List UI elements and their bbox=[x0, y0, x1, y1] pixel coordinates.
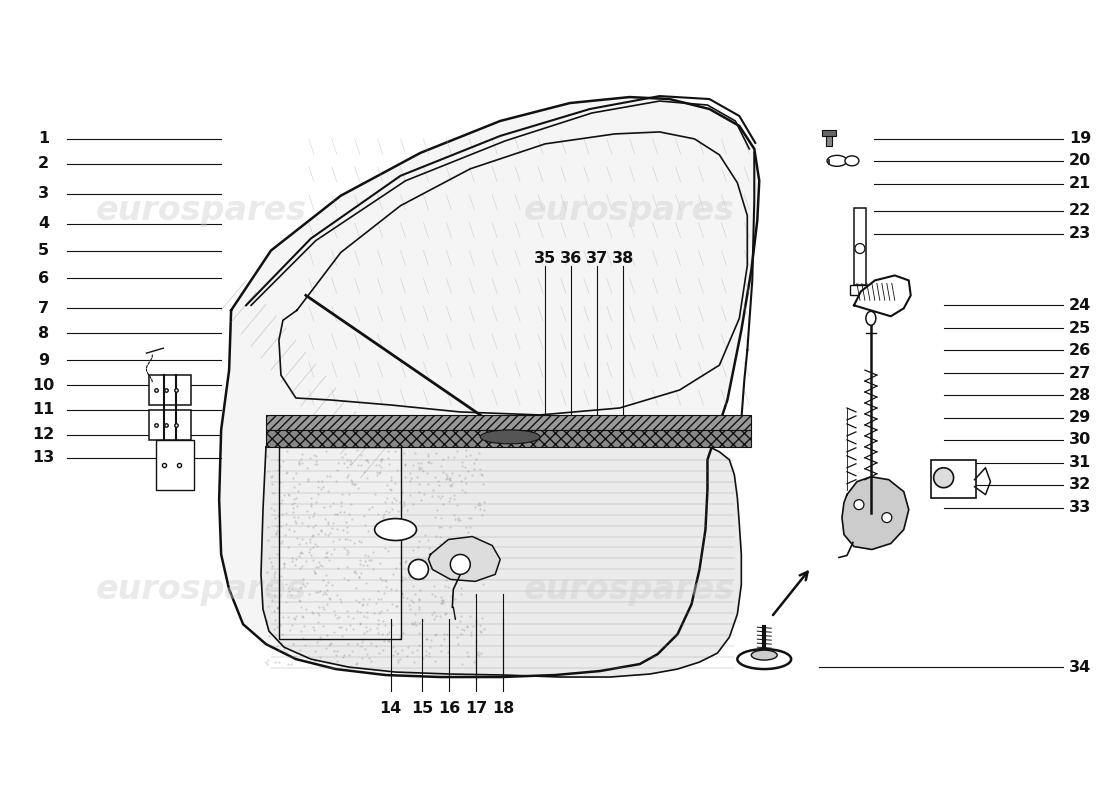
Text: 15: 15 bbox=[411, 702, 433, 717]
Text: 37: 37 bbox=[585, 251, 608, 266]
Bar bbox=[266, 430, 751, 447]
Text: 13: 13 bbox=[33, 450, 55, 466]
Text: 18: 18 bbox=[492, 702, 515, 717]
Bar bbox=[850, 286, 872, 295]
Bar bbox=[150, 410, 191, 440]
Bar bbox=[156, 440, 195, 490]
Ellipse shape bbox=[737, 649, 791, 669]
Text: 10: 10 bbox=[33, 378, 55, 393]
Circle shape bbox=[854, 500, 864, 510]
Text: 28: 28 bbox=[1069, 387, 1091, 402]
Text: 35: 35 bbox=[534, 251, 557, 266]
Text: 7: 7 bbox=[39, 301, 50, 316]
Bar bbox=[266, 415, 751, 430]
Circle shape bbox=[882, 513, 892, 522]
Text: 24: 24 bbox=[1069, 298, 1091, 313]
Text: 2: 2 bbox=[39, 156, 50, 171]
Text: 23: 23 bbox=[1069, 226, 1091, 241]
Text: 1: 1 bbox=[39, 131, 50, 146]
Text: 11: 11 bbox=[33, 402, 55, 418]
Text: 8: 8 bbox=[39, 326, 50, 341]
Text: 6: 6 bbox=[39, 271, 50, 286]
Text: 29: 29 bbox=[1069, 410, 1091, 426]
Ellipse shape bbox=[481, 430, 540, 444]
Text: eurospares: eurospares bbox=[525, 194, 735, 227]
Ellipse shape bbox=[751, 650, 778, 660]
Text: 26: 26 bbox=[1069, 342, 1091, 358]
Text: 9: 9 bbox=[39, 353, 50, 368]
Text: 5: 5 bbox=[39, 243, 50, 258]
Polygon shape bbox=[842, 477, 909, 550]
Text: eurospares: eurospares bbox=[96, 194, 307, 227]
Text: 30: 30 bbox=[1069, 432, 1091, 447]
Polygon shape bbox=[261, 447, 741, 677]
Ellipse shape bbox=[845, 156, 859, 166]
Text: 4: 4 bbox=[39, 216, 50, 231]
Text: eurospares: eurospares bbox=[525, 573, 735, 606]
Text: eurospares: eurospares bbox=[96, 573, 307, 606]
Circle shape bbox=[934, 468, 954, 488]
Text: 12: 12 bbox=[33, 427, 55, 442]
Text: 33: 33 bbox=[1069, 500, 1091, 515]
Text: 20: 20 bbox=[1069, 154, 1091, 168]
Ellipse shape bbox=[866, 311, 876, 326]
Polygon shape bbox=[279, 447, 400, 639]
Text: 22: 22 bbox=[1069, 203, 1091, 218]
Text: 21: 21 bbox=[1069, 176, 1091, 191]
Polygon shape bbox=[428, 537, 501, 582]
Bar bbox=[822, 130, 836, 136]
Text: 32: 32 bbox=[1069, 478, 1091, 492]
Text: 14: 14 bbox=[379, 702, 401, 717]
Bar bbox=[854, 208, 866, 286]
Text: 38: 38 bbox=[612, 251, 634, 266]
Text: 36: 36 bbox=[560, 251, 582, 266]
Text: 34: 34 bbox=[1069, 659, 1091, 674]
Circle shape bbox=[450, 554, 471, 574]
Ellipse shape bbox=[375, 518, 417, 541]
Text: 25: 25 bbox=[1069, 321, 1091, 336]
Bar bbox=[826, 132, 832, 146]
Polygon shape bbox=[219, 97, 759, 677]
Bar bbox=[150, 375, 191, 405]
Text: 27: 27 bbox=[1069, 366, 1091, 381]
Text: 17: 17 bbox=[465, 702, 487, 717]
Text: 19: 19 bbox=[1069, 131, 1091, 146]
Ellipse shape bbox=[827, 155, 847, 166]
Bar bbox=[931, 460, 976, 498]
Polygon shape bbox=[854, 275, 911, 316]
Text: 16: 16 bbox=[438, 702, 461, 717]
Circle shape bbox=[855, 243, 865, 254]
Circle shape bbox=[408, 559, 428, 579]
Text: 3: 3 bbox=[39, 186, 50, 202]
Text: 31: 31 bbox=[1069, 455, 1091, 470]
